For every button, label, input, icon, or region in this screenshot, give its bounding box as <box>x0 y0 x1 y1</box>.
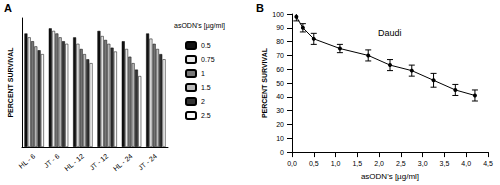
svg-text:0: 0 <box>280 149 284 156</box>
svg-text:30: 30 <box>276 107 284 114</box>
svg-text:0.75: 0.75 <box>201 56 215 63</box>
svg-text:JT - 6: JT - 6 <box>43 152 61 169</box>
svg-text:1: 1 <box>201 70 205 77</box>
svg-text:70: 70 <box>276 52 284 59</box>
svg-text:0.5: 0.5 <box>201 42 211 49</box>
svg-text:60: 60 <box>276 66 284 73</box>
svg-text:50: 50 <box>276 80 284 87</box>
svg-text:3,5: 3,5 <box>440 160 450 167</box>
svg-text:HL - 6: HL - 6 <box>18 152 37 170</box>
svg-text:PERCENT SURVIVAL: PERCENT SURVIVAL <box>261 47 268 118</box>
svg-text:asODN's [µg/ml]: asODN's [µg/ml] <box>174 22 225 30</box>
svg-text:PERCENT SURVIVAL: PERCENT SURVIVAL <box>7 47 14 118</box>
svg-text:2: 2 <box>201 98 205 105</box>
svg-text:3,0: 3,0 <box>418 160 428 167</box>
svg-text:HL - 24: HL - 24 <box>112 152 134 172</box>
svg-text:2,0: 2,0 <box>374 160 384 167</box>
svg-text:0,0: 0,0 <box>287 160 297 167</box>
svg-text:JT - 12: JT - 12 <box>88 152 109 171</box>
svg-text:1.5: 1.5 <box>201 84 211 91</box>
svg-text:10: 10 <box>276 135 284 142</box>
svg-text:4,5: 4,5 <box>483 160 493 167</box>
svg-text:0,5: 0,5 <box>309 160 319 167</box>
svg-text:asODN's [µg/ml]: asODN's [µg/ml] <box>361 172 419 181</box>
svg-text:HL - 12: HL - 12 <box>63 152 85 172</box>
svg-text:20: 20 <box>276 121 284 128</box>
svg-text:B: B <box>256 2 264 14</box>
svg-text:2,5: 2,5 <box>396 160 406 167</box>
svg-text:A: A <box>4 2 12 14</box>
svg-text:80: 80 <box>276 38 284 45</box>
svg-text:4,0: 4,0 <box>461 160 471 167</box>
svg-text:1,5: 1,5 <box>352 160 362 167</box>
svg-text:90: 90 <box>276 24 284 31</box>
svg-text:40: 40 <box>276 93 284 100</box>
svg-text:Daudi: Daudi <box>378 28 402 38</box>
svg-text:1,0: 1,0 <box>331 160 341 167</box>
svg-text:JT - 24: JT - 24 <box>137 152 158 171</box>
svg-text:100: 100 <box>272 11 284 18</box>
svg-text:2.5: 2.5 <box>201 112 211 119</box>
